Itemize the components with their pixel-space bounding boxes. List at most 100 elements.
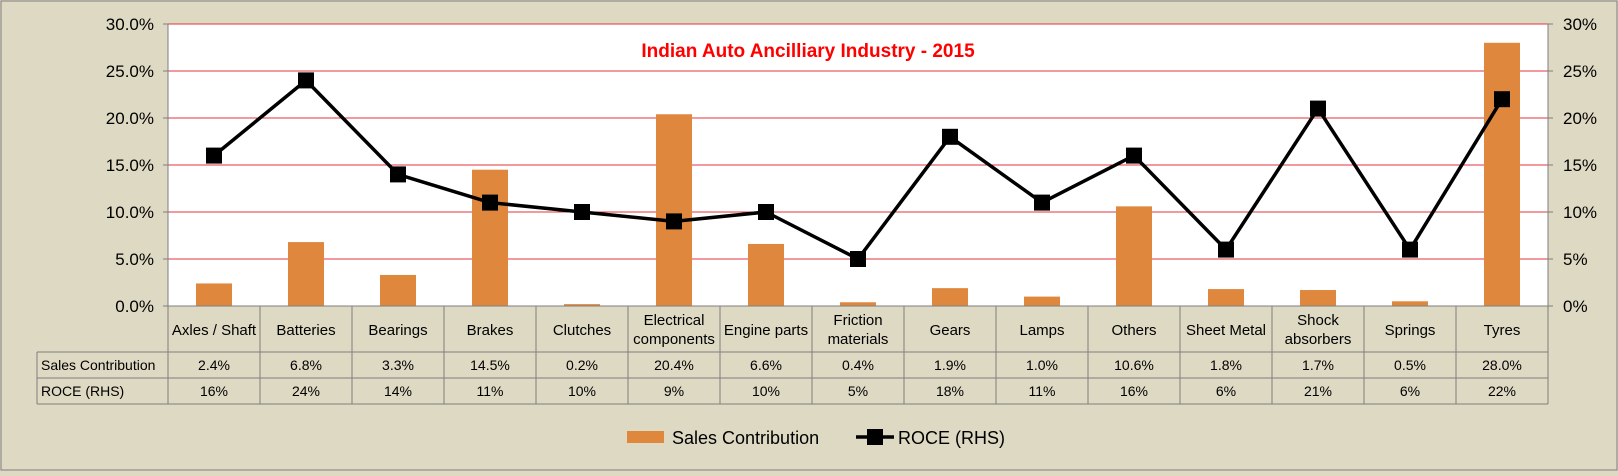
table-cell-value: 6.6% bbox=[750, 357, 782, 373]
right-axis-tick-label: 20% bbox=[1563, 109, 1597, 128]
left-axis-tick-label: 0.0% bbox=[115, 297, 154, 316]
category-label: Springs bbox=[1385, 322, 1436, 339]
category-label: Sheet Metal bbox=[1186, 322, 1266, 339]
table-cell-value: 22% bbox=[1488, 383, 1516, 399]
table-cell-value: 2.4% bbox=[198, 357, 230, 373]
roce-marker bbox=[850, 251, 866, 267]
bar-shock-absorbers bbox=[1300, 290, 1336, 306]
roce-marker bbox=[298, 72, 314, 89]
category-label: Electrical bbox=[644, 312, 705, 329]
bar-engine-parts bbox=[748, 243, 784, 306]
roce-marker bbox=[1126, 147, 1142, 164]
line-series-roce bbox=[206, 72, 1510, 267]
axes: 0.0% 5.0% 10.0% 15.0% 20.0% 25.0% 30.0% 0% 5% 10%… bbox=[106, 15, 1597, 316]
table-cell-value: 21% bbox=[1304, 383, 1332, 399]
bar-axles-shaft bbox=[196, 283, 232, 306]
roce-marker bbox=[1034, 194, 1050, 211]
roce-marker bbox=[1218, 241, 1234, 258]
table-cell-value: 6% bbox=[1216, 383, 1236, 399]
table-row-header: Sales Contribution bbox=[41, 357, 155, 373]
category-label: Friction bbox=[833, 312, 882, 329]
left-axis-tick-label: 10.0% bbox=[106, 203, 154, 222]
category-label: Others bbox=[1111, 322, 1156, 339]
bar-batteries bbox=[288, 242, 324, 306]
table-cell-value: 11% bbox=[477, 383, 504, 399]
right-axis-tick-label: 10% bbox=[1563, 203, 1597, 222]
table-cell-value: 11% bbox=[1029, 383, 1056, 399]
roce-marker bbox=[390, 166, 406, 183]
table-cell-value: 1.9% bbox=[934, 357, 966, 373]
data-table: Axles / Shaft Batteries Bearings Brakes Clut… bbox=[36, 305, 1549, 405]
table-cell-value: 1.7% bbox=[1302, 357, 1334, 373]
table-cell-value: 3.3% bbox=[382, 357, 414, 373]
bar-sheet-metal bbox=[1208, 289, 1244, 306]
bar-tyres bbox=[1484, 42, 1520, 307]
left-axis-tick-label: 15.0% bbox=[106, 156, 154, 175]
table-cell-value: 10.6% bbox=[1114, 357, 1154, 373]
roce-marker bbox=[758, 204, 774, 220]
bar-electrical-components bbox=[656, 114, 692, 307]
left-axis-tick-label: 5.0% bbox=[115, 250, 154, 269]
category-label: absorbers bbox=[1285, 331, 1352, 348]
bar-bearings bbox=[380, 274, 416, 306]
table-cell-value: 0.4% bbox=[842, 357, 874, 373]
table-cell-value: 6% bbox=[1400, 383, 1420, 399]
right-axis-tick-label: 15% bbox=[1563, 156, 1597, 175]
table-cell-value: 10% bbox=[752, 383, 780, 399]
table-cell-value: 0.5% bbox=[1394, 357, 1426, 373]
left-axis-tick-label: 30.0% bbox=[106, 15, 154, 34]
category-label: Tyres bbox=[1484, 322, 1521, 339]
category-label: Brakes bbox=[467, 322, 514, 339]
table-cell-value: 10% bbox=[568, 383, 596, 399]
bar-springs bbox=[1392, 301, 1428, 306]
bar-gears bbox=[932, 288, 968, 306]
bar-clutches bbox=[564, 304, 600, 306]
category-label: Bearings bbox=[368, 322, 427, 339]
legend-swatch-roce-marker bbox=[867, 429, 883, 445]
table-cell-value: 16% bbox=[1120, 383, 1148, 399]
table-cell-value: 18% bbox=[936, 383, 964, 399]
table-cell-value: 16% bbox=[200, 383, 228, 399]
roce-marker bbox=[574, 204, 590, 220]
legend-swatch-sales-contribution bbox=[627, 431, 664, 443]
legend: Sales Contribution ROCE (RHS) bbox=[627, 428, 1005, 448]
roce-marker bbox=[1402, 241, 1418, 258]
gridlines bbox=[168, 23, 1548, 260]
category-label: Lamps bbox=[1019, 322, 1064, 339]
legend-label-roce: ROCE (RHS) bbox=[898, 428, 1005, 448]
table-cell-value: 6.8% bbox=[290, 357, 322, 373]
right-axis-tick-label: 25% bbox=[1563, 62, 1597, 81]
category-label: Axles / Shaft bbox=[172, 322, 257, 339]
roce-marker bbox=[206, 147, 222, 164]
table-cell-value: 1.0% bbox=[1026, 357, 1058, 373]
category-label: components bbox=[633, 331, 715, 348]
bar-brakes bbox=[472, 169, 508, 306]
bar-friction-materials bbox=[840, 302, 876, 306]
category-label: Shock bbox=[1297, 312, 1339, 329]
table-cell-value: 9% bbox=[664, 383, 684, 399]
bar-series-sales-contribution bbox=[196, 42, 1520, 307]
roce-marker bbox=[942, 128, 958, 145]
table-cell-value: 5% bbox=[848, 383, 868, 399]
category-label: Engine parts bbox=[724, 322, 808, 339]
table-cell-value: 14.5% bbox=[470, 357, 510, 373]
roce-marker bbox=[1494, 91, 1510, 108]
table-cell-value: 28.0% bbox=[1482, 357, 1522, 373]
table-cell-value: 0.2% bbox=[566, 357, 598, 373]
legend-label-sales-contribution: Sales Contribution bbox=[672, 428, 819, 448]
table-row-header: ROCE (RHS) bbox=[41, 383, 124, 399]
right-axis-tick-label: 0% bbox=[1563, 297, 1588, 316]
category-label: Gears bbox=[930, 322, 971, 339]
roce-marker bbox=[1310, 100, 1326, 117]
table-cell-value: 14% bbox=[384, 383, 412, 399]
table-cell-value: 1.8% bbox=[1210, 357, 1242, 373]
roce-marker bbox=[482, 194, 498, 211]
roce-marker bbox=[666, 213, 682, 230]
bar-lamps bbox=[1024, 296, 1060, 306]
category-label: materials bbox=[828, 331, 889, 348]
left-axis-tick-label: 20.0% bbox=[106, 109, 154, 128]
right-axis-tick-label: 30% bbox=[1563, 15, 1597, 34]
category-label: Batteries bbox=[276, 322, 335, 339]
